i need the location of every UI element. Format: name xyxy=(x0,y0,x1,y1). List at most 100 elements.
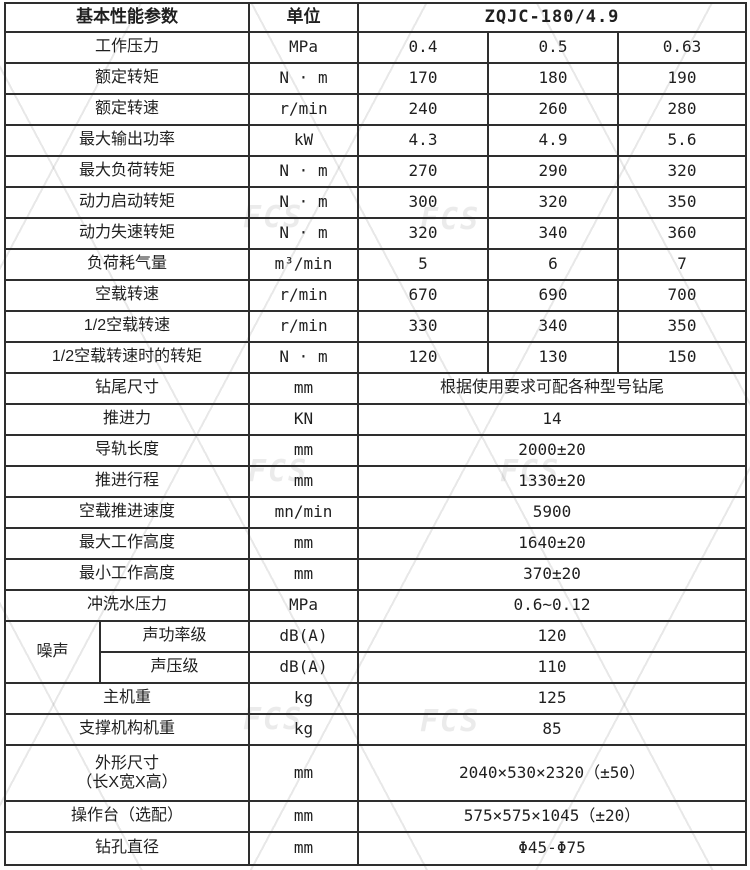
param-cell: 空载转速 xyxy=(4,279,250,312)
table-row: 声压级 dB(A) 110 xyxy=(5,651,748,684)
merged-value-cell: 370±20 xyxy=(356,558,748,591)
param-cell: 工作压力 xyxy=(4,31,250,64)
merged-value-cell: 2000±20 xyxy=(356,434,748,467)
value-cell: 4.3 xyxy=(357,124,489,157)
value-cell: 290 xyxy=(487,155,619,188)
unit-cell: dB(A) xyxy=(248,620,359,653)
table-row: 负荷耗气量 m³/min 5 6 7 xyxy=(4,248,748,281)
value-cell: 130 xyxy=(487,341,619,374)
unit-cell: N · m xyxy=(248,217,359,250)
unit-cell: mm xyxy=(248,558,359,591)
value-cell: 270 xyxy=(357,155,489,188)
unit-cell: kW xyxy=(248,124,359,157)
value-cell: 240 xyxy=(357,93,489,126)
merged-value-cell: 0.6~0.12 xyxy=(356,589,748,622)
value-cell: 5 xyxy=(357,248,489,281)
value-cell: 0.63 xyxy=(616,31,748,64)
spec-table: 基本性能参数 单位 ZQJC-180/4.9 工作压力 MPa 0.4 0.5 … xyxy=(4,2,748,866)
table-row: 导轨长度 mm 2000±20 xyxy=(4,434,748,467)
table-row: 额定转矩 N · m 170 180 190 xyxy=(4,62,748,95)
header-model: ZQJC-180/4.9 xyxy=(356,2,748,33)
header-unit: 单位 xyxy=(248,2,359,33)
value-cell: 330 xyxy=(357,310,489,343)
param-cell: 声压级 xyxy=(99,651,250,684)
param-cell: 冲洗水压力 xyxy=(4,589,250,622)
table-row: 1/2空载转速时的转矩 N · m 120 130 150 xyxy=(4,341,748,374)
table-row: 操作台（选配） mm 575×575×1045（±20） xyxy=(4,800,748,833)
param-cell: 最大工作高度 xyxy=(4,527,250,560)
value-cell: 670 xyxy=(357,279,489,312)
table-row: 空载推进速度 mn/min 5900 xyxy=(4,496,748,529)
param-cell: 外形尺寸 （长X宽X高） xyxy=(4,744,250,802)
param-cell: 推进力 xyxy=(4,403,250,436)
merged-value-cell: 125 xyxy=(356,682,748,715)
unit-cell: mm xyxy=(248,831,359,866)
unit-cell: dB(A) xyxy=(248,651,359,684)
unit-cell: mn/min xyxy=(248,496,359,529)
table-row: 空载转速 r/min 670 690 700 xyxy=(4,279,748,312)
value-cell: 320 xyxy=(357,217,489,250)
value-cell: 320 xyxy=(487,186,619,219)
unit-cell: kg xyxy=(248,713,359,746)
value-cell: 320 xyxy=(616,155,748,188)
noise-group-cell: 噪声 xyxy=(4,620,101,684)
unit-cell: N · m xyxy=(248,341,359,374)
param-cell: 最大负荷转矩 xyxy=(4,155,250,188)
param-cell: 钻尾尺寸 xyxy=(4,372,250,405)
value-cell: 0.4 xyxy=(357,31,489,64)
merged-value-cell: 85 xyxy=(356,713,748,746)
param-cell: 负荷耗气量 xyxy=(4,248,250,281)
value-cell: 5.6 xyxy=(616,124,748,157)
param-cell: 动力失速转矩 xyxy=(4,217,250,250)
table-row: 冲洗水压力 MPa 0.6~0.12 xyxy=(4,589,748,622)
value-cell: 700 xyxy=(616,279,748,312)
unit-cell: m³/min xyxy=(248,248,359,281)
merged-value-cell: 根据使用要求可配各种型号钻尾 xyxy=(356,372,748,405)
unit-cell: MPa xyxy=(248,31,359,64)
unit-cell: N · m xyxy=(248,62,359,95)
unit-cell: N · m xyxy=(248,155,359,188)
param-cell: 最大输出功率 xyxy=(4,124,250,157)
param-cell: 1/2空载转速时的转矩 xyxy=(4,341,250,374)
merged-value-cell: 5900 xyxy=(356,496,748,529)
merged-value-cell: 110 xyxy=(356,651,748,684)
unit-cell: mm xyxy=(248,744,359,802)
value-cell: 260 xyxy=(487,93,619,126)
value-cell: 690 xyxy=(487,279,619,312)
table-row: 最大输出功率 kW 4.3 4.9 5.6 xyxy=(4,124,748,157)
value-cell: 150 xyxy=(616,341,748,374)
merged-value-cell: 575×575×1045（±20） xyxy=(356,800,748,833)
table-row: 最小工作高度 mm 370±20 xyxy=(4,558,748,591)
value-cell: 360 xyxy=(616,217,748,250)
value-cell: 7 xyxy=(616,248,748,281)
value-cell: 190 xyxy=(616,62,748,95)
merged-value-cell: 120 xyxy=(356,620,748,653)
param-cell: 操作台（选配） xyxy=(4,800,250,833)
param-cell: 支撑机构机重 xyxy=(4,713,250,746)
value-cell: 300 xyxy=(357,186,489,219)
param-cell: 最小工作高度 xyxy=(4,558,250,591)
param-cell: 钻孔直径 xyxy=(4,831,250,866)
param-line1: 外形尺寸 xyxy=(94,754,159,772)
value-cell: 350 xyxy=(616,310,748,343)
unit-cell: r/min xyxy=(248,93,359,126)
table-row: 外形尺寸 （长X宽X高） mm 2040×530×2320（±50） xyxy=(4,744,748,802)
table-row: 钻尾尺寸 mm 根据使用要求可配各种型号钻尾 xyxy=(4,372,748,405)
value-cell: 0.5 xyxy=(487,31,619,64)
header-param: 基本性能参数 xyxy=(4,2,250,33)
table-row: 额定转速 r/min 240 260 280 xyxy=(4,93,748,126)
param-cell: 1/2空载转速 xyxy=(4,310,250,343)
unit-cell: mm xyxy=(248,434,359,467)
table-row: 动力失速转矩 N · m 320 340 360 xyxy=(4,217,748,250)
table-row: 噪声 声功率级 dB(A) 120 xyxy=(4,620,748,684)
value-cell: 4.9 xyxy=(487,124,619,157)
merged-value-cell: 1640±20 xyxy=(356,527,748,560)
param-cell: 空载推进速度 xyxy=(4,496,250,529)
unit-cell: kg xyxy=(248,682,359,715)
unit-cell: mm xyxy=(248,800,359,833)
unit-cell: mm xyxy=(248,465,359,498)
table-row: 工作压力 MPa 0.4 0.5 0.63 xyxy=(4,31,748,64)
param-cell: 动力启动转矩 xyxy=(4,186,250,219)
merged-value-cell: 14 xyxy=(356,403,748,436)
unit-cell: mm xyxy=(248,372,359,405)
